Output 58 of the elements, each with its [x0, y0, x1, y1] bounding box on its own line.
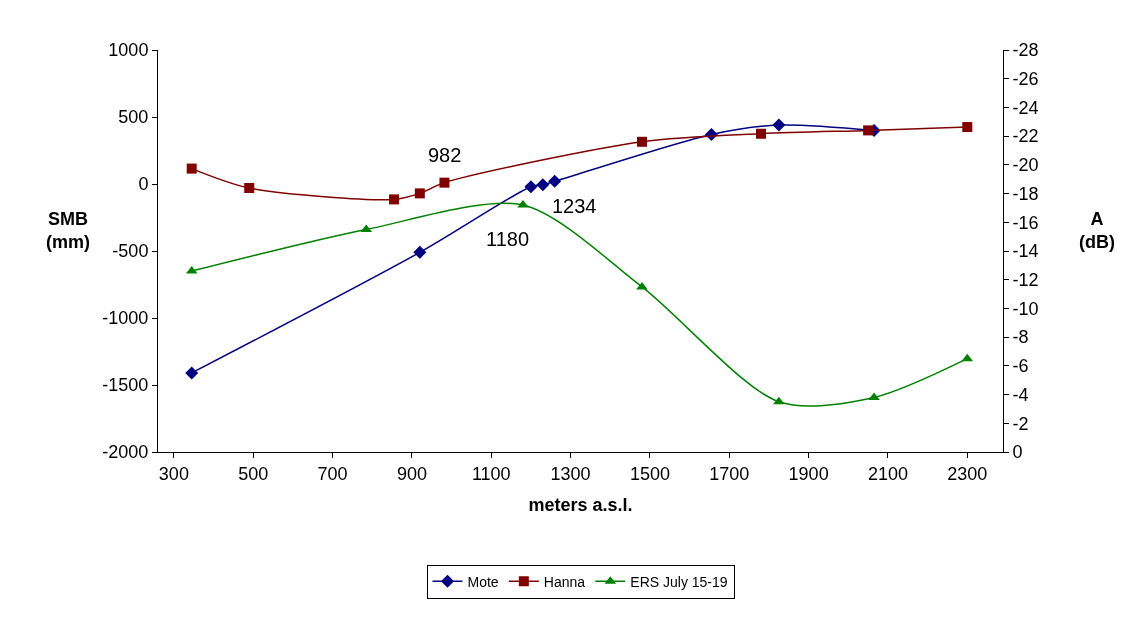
x-tick-label: 1900: [788, 463, 829, 484]
y-tick-label: 1000: [108, 40, 149, 61]
point: [756, 128, 766, 139]
point: [962, 122, 973, 133]
point: [863, 125, 874, 136]
y2-tick-label: -14: [1012, 241, 1039, 262]
y2-tick-label: 0: [1012, 442, 1023, 463]
y-tick-label: 0: [138, 174, 149, 195]
y2-tick-label: -2: [1012, 413, 1029, 434]
point: [636, 136, 647, 147]
x-tick-label: 2300: [947, 463, 988, 484]
x-tick-label: 1100: [471, 463, 511, 484]
point: [389, 194, 400, 205]
y2-axis-title: A (dB): [1079, 209, 1115, 253]
y-axis-title: SMB (mm): [46, 209, 90, 253]
y2-tick-label: -12: [1012, 270, 1039, 291]
point: [548, 174, 562, 188]
x-tick-label: 500: [238, 463, 269, 484]
y2-tick-label: -6: [1012, 356, 1029, 377]
y-tick-label: -1000: [102, 308, 149, 329]
x-axis-title: meters a.s.l.: [528, 494, 633, 515]
point: [186, 163, 197, 174]
legend-label: ERS July 15-19: [630, 573, 728, 590]
x-tick-label: 1500: [629, 463, 670, 484]
point: [185, 366, 199, 380]
y2-tick-label: -22: [1012, 126, 1039, 147]
y2-tick-label: -28: [1012, 40, 1039, 61]
x-tick-label: 300: [158, 463, 189, 484]
point: [772, 118, 786, 132]
x-tick-label: 700: [317, 463, 348, 484]
x-tick-label: 2100: [867, 463, 908, 484]
annotation: 982: [428, 144, 462, 166]
x-tick-label: 1300: [550, 463, 591, 484]
y2-tick-label: -4: [1012, 384, 1029, 405]
annotation: 1180: [486, 228, 530, 250]
point: [536, 178, 550, 192]
x-tick-label: 900: [396, 463, 427, 484]
point: [413, 245, 427, 259]
y2-tick-label: -26: [1012, 69, 1039, 90]
y-tick-label: -1500: [102, 375, 149, 396]
point: [414, 188, 425, 199]
annotation: 1234: [552, 195, 597, 217]
point: [439, 177, 450, 188]
x-tick-label: 1700: [709, 463, 750, 484]
point: [244, 183, 255, 194]
y2-tick-label: -8: [1012, 327, 1029, 348]
y-tick-label: 500: [118, 107, 149, 128]
legend-label: Hanna: [543, 573, 586, 590]
y2-tick-label: -18: [1012, 183, 1039, 204]
y2-tick-label: -10: [1012, 298, 1039, 319]
point: [773, 396, 785, 405]
y-tick-label: -2000: [102, 442, 149, 463]
y-tick-label: -500: [112, 241, 149, 262]
point: [524, 180, 538, 194]
y2-tick-label: -16: [1012, 212, 1039, 233]
legend-label: Mote: [467, 573, 499, 590]
y2-tick-label: -24: [1012, 97, 1039, 118]
y2-tick-label: -20: [1012, 155, 1039, 176]
